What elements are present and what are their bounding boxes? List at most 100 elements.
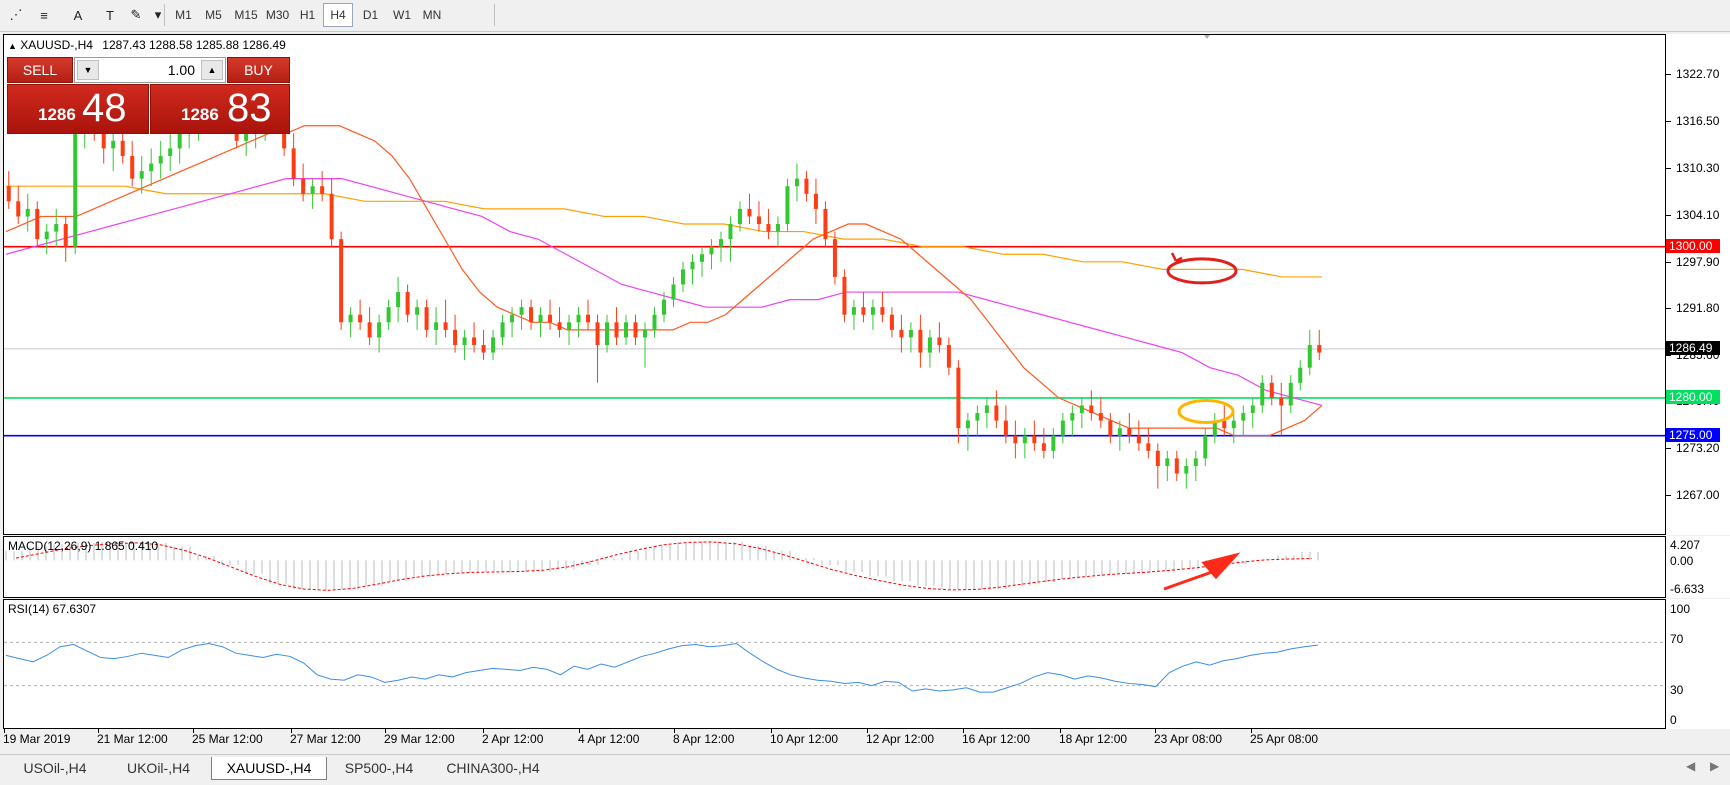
hline-price-label: 1275.00	[1666, 427, 1720, 442]
time-axis[interactable]: 19 Mar 2019 21 Mar 12:00 25 Mar 12:00 27 Ma…	[0, 729, 1730, 752]
price-label: 1304.10	[1666, 208, 1719, 222]
time-label: 19 Mar 2019	[3, 732, 71, 746]
buy-quote[interactable]: 1286 83	[150, 84, 290, 134]
rsi-axis: 100 70 30 0	[1666, 599, 1730, 729]
price-label: 1316.50	[1666, 114, 1719, 128]
toolbar-separator	[164, 4, 165, 26]
sell-quote[interactable]: 1286 48	[7, 84, 149, 134]
macd-label: MACD(12,26,9) 1.865 0.410	[8, 539, 159, 553]
candle	[54, 208, 59, 247]
timeframe-m15[interactable]: M15	[234, 8, 258, 22]
candle	[842, 269, 847, 323]
candle	[899, 314, 904, 353]
rsi-chart[interactable]	[4, 600, 1665, 728]
candle	[1298, 360, 1303, 391]
time-tick	[674, 729, 675, 733]
price-tick	[1666, 354, 1671, 356]
price-label: 1273.20	[1666, 441, 1719, 455]
tab-usoil-h4[interactable]: USOil-,H4	[23, 760, 87, 776]
candle	[130, 140, 135, 187]
candle	[1165, 450, 1170, 482]
price-axis[interactable]: 1322.70 1316.50 1310.30 1304.10 1297.90 1291.…	[1666, 34, 1730, 535]
timeframe-m5[interactable]: M5	[205, 8, 222, 22]
candle	[956, 360, 961, 444]
price-label: 1310.30	[1666, 161, 1719, 175]
candle	[851, 299, 856, 330]
macd-chart[interactable]	[4, 537, 1665, 597]
timeframe-m1[interactable]: M1	[175, 8, 192, 22]
candle	[25, 193, 30, 232]
candle	[785, 178, 790, 232]
buy-button[interactable]: BUY	[227, 57, 290, 83]
timeframe-m30[interactable]: M30	[265, 8, 290, 22]
candle	[73, 110, 78, 255]
fibonacci-fan-icon[interactable]: ⋰	[9, 7, 23, 22]
rsi-axis-0: 0	[1670, 713, 1677, 727]
candle	[158, 140, 163, 179]
timeframe-h1[interactable]: H1	[299, 8, 316, 22]
tab-sp500-h4[interactable]: SP500-,H4	[344, 760, 414, 776]
time-label: 29 Mar 12:00	[384, 732, 455, 746]
candle	[443, 299, 448, 338]
time-label: 4 Apr 12:00	[578, 732, 640, 746]
candle	[1250, 397, 1255, 429]
macd-axis-bottom: -6.633	[1670, 582, 1705, 596]
price-label: 1291.80	[1666, 301, 1719, 315]
timeframe-w1[interactable]: W1	[393, 8, 411, 22]
candle	[35, 201, 40, 247]
rsi-line	[5, 642, 1319, 693]
candle	[586, 299, 591, 330]
candle	[1317, 329, 1322, 361]
tab-scroll-right-icon[interactable]: ▶	[1710, 759, 1720, 773]
time-tick	[4, 729, 5, 733]
candle	[519, 299, 524, 330]
sell-price-pips: 48	[82, 86, 127, 130]
tab-ukoil-h4[interactable]: UKOil-,H4	[126, 760, 190, 776]
tab-china300-h4[interactable]: CHINA300-,H4	[446, 760, 540, 776]
candle	[1288, 375, 1293, 414]
lot-increase-icon[interactable]: ▲	[201, 60, 223, 80]
time-tick	[579, 729, 580, 733]
price-chart[interactable]	[4, 35, 1665, 534]
candle	[1003, 405, 1008, 444]
sell-button[interactable]: SELL	[7, 57, 73, 83]
timeframe-h4[interactable]: H4	[323, 3, 353, 27]
timeframe-mn[interactable]: MN	[422, 8, 442, 22]
tab-xauusd-h4[interactable]: XAUUSD-,H4	[211, 757, 327, 780]
lot-decrease-icon[interactable]: ▼	[77, 60, 99, 80]
candle	[1146, 428, 1151, 459]
text-label-tool-icon[interactable]: T	[106, 7, 114, 23]
price-tick	[1666, 74, 1671, 76]
rsi-panel[interactable]: RSI(14) 67.6307	[3, 599, 1666, 729]
lot-size-field[interactable]: ▼ 1.00 ▲	[74, 57, 226, 83]
lot-value[interactable]: 1.00	[167, 62, 195, 78]
chart-shift-marker-icon[interactable]	[1204, 35, 1210, 39]
candle	[804, 171, 809, 202]
fibonacci-lines-icon[interactable]: ≡	[40, 7, 48, 23]
price-label: 1322.70	[1666, 67, 1719, 81]
candle	[557, 307, 562, 338]
annotation-orange-ellipse	[1177, 399, 1235, 425]
candle	[918, 314, 923, 368]
tab-scroll-left-icon[interactable]: ◀	[1686, 759, 1696, 773]
candle	[367, 307, 372, 345]
candle	[880, 292, 885, 323]
arrows-tool-icon[interactable]: ✎	[130, 7, 142, 22]
timeframe-d1[interactable]: D1	[362, 8, 379, 22]
hline-price-label: 1286.49	[1666, 340, 1720, 355]
candle	[680, 261, 685, 293]
macd-signal-line	[15, 541, 1313, 591]
chart-tabs: USOil-,H4 UKOil-,H4 XAUUSD-,H4 SP500-,H4 CHI…	[0, 754, 1730, 785]
macd-axis-top: 4.207	[1670, 538, 1701, 552]
chart-symbol: XAUUSD-,H4	[20, 38, 93, 52]
candle	[1022, 428, 1027, 459]
annotation-red-arrowhead	[1170, 252, 1183, 263]
candle	[453, 314, 458, 353]
dropdown-arrow-icon[interactable]: ▾	[154, 7, 162, 22]
collapse-arrow-icon[interactable]: ▲	[8, 41, 17, 51]
candle	[813, 178, 818, 225]
text-tool-icon[interactable]: A	[73, 7, 83, 23]
candle	[462, 329, 467, 361]
time-tick	[385, 729, 386, 733]
macd-panel[interactable]: MACD(12,26,9) 1.865 0.410	[3, 536, 1666, 598]
